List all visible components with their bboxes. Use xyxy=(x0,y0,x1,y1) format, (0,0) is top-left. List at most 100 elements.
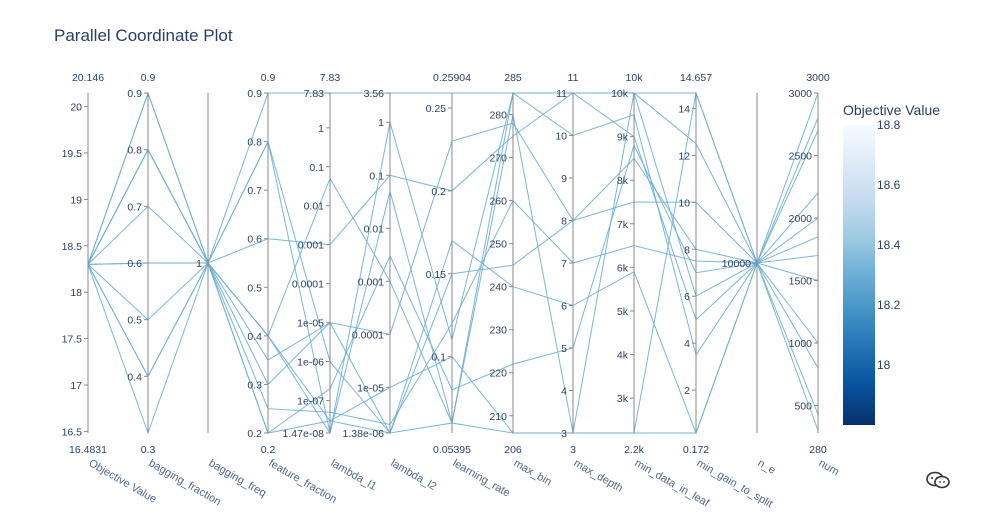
tick-label: 0.6 xyxy=(127,258,142,270)
tick-label: 10 xyxy=(555,131,567,143)
tick-label: 2000 xyxy=(789,213,813,225)
colorbar-gradient xyxy=(843,125,875,425)
axis-max-label: 285 xyxy=(504,72,522,84)
tick-label: 3.56 xyxy=(364,88,385,100)
tick-label: 0.0001 xyxy=(352,329,384,341)
tick-label: 220 xyxy=(489,368,507,380)
tick-label: 3 xyxy=(561,428,567,440)
axis-name: max_bin xyxy=(512,457,554,488)
colorbar-tick: 18.8 xyxy=(877,118,901,132)
tick-label: 7k xyxy=(617,219,629,231)
tick-label: 5 xyxy=(561,343,567,355)
tick-label: 1e-05 xyxy=(357,382,384,394)
tick-label: 0.001 xyxy=(298,240,324,252)
axis-max-label: 11 xyxy=(568,72,579,84)
tick-label: 0.2 xyxy=(431,186,446,198)
tick-label: 8 xyxy=(684,244,690,256)
wechat-icon xyxy=(926,471,950,489)
tick-label: 0.01 xyxy=(304,201,325,213)
record-line xyxy=(87,148,819,426)
tick-label: 0.7 xyxy=(247,185,262,197)
colorbar-tick: 18.4 xyxy=(877,238,901,252)
axis-min-label: 0.05395 xyxy=(433,444,471,456)
tick-label: 0.2 xyxy=(247,428,262,440)
axis-max-label: 0.9 xyxy=(261,72,276,84)
tick-label: 0.4 xyxy=(247,331,262,343)
axis-name: lambda_l1 xyxy=(329,457,379,493)
tick-label: 3k xyxy=(617,393,629,405)
tick-label: 8 xyxy=(561,216,567,228)
tick-label: 250 xyxy=(489,239,507,251)
tick-label: 16.5 xyxy=(62,426,83,438)
tick-label: 6k xyxy=(617,262,629,274)
tick-label: 17 xyxy=(70,380,82,392)
tick-label: 0.01 xyxy=(364,223,385,235)
tick-label: 19.5 xyxy=(62,148,83,160)
tick-label: 18.5 xyxy=(62,241,83,253)
tick-label: 1e-05 xyxy=(297,318,324,330)
tick-label: 210 xyxy=(489,411,507,423)
tick-label: 6 xyxy=(561,301,567,313)
tick-label: 3000 xyxy=(789,88,813,100)
colorbar-tick: 18.6 xyxy=(877,178,901,192)
tick-label: 0.7 xyxy=(127,201,142,213)
axis-max-label: 0.25904 xyxy=(433,72,471,84)
watermark xyxy=(925,470,951,490)
tick-label: 0.4 xyxy=(127,371,142,383)
tick-label: 14 xyxy=(678,103,690,115)
tick-label: 1 xyxy=(318,123,324,135)
tick-label: 19 xyxy=(70,194,82,206)
axis-min-label: 0.2 xyxy=(261,444,276,456)
axis-min-label: 0.172 xyxy=(683,444,709,456)
tick-label: 4k xyxy=(617,350,629,362)
chart-title: Parallel Coordinate Plot xyxy=(54,26,233,45)
tick-label: 9k xyxy=(617,132,629,144)
tick-label: 2500 xyxy=(789,151,813,163)
tick-label: 0.9 xyxy=(247,88,262,100)
axis-name: learning_rate xyxy=(451,457,513,500)
tick-label: 6 xyxy=(684,291,690,303)
tick-label: 1500 xyxy=(789,276,813,288)
tick-label: 20 xyxy=(70,102,82,114)
tick-label: 270 xyxy=(489,153,507,165)
axis-objective value[interactable]: 16.51717.51818.51919.52020.14616.4831Obj… xyxy=(62,72,159,506)
tick-label: 0.8 xyxy=(247,137,262,149)
tick-label: 0.8 xyxy=(127,145,142,157)
tick-label: 0.6 xyxy=(247,234,262,246)
axis-max-label: 20.146 xyxy=(72,72,104,84)
tick-label: 1.47e-08 xyxy=(283,428,325,440)
tick-label: 2 xyxy=(684,385,690,397)
axis-name: lambda_l2 xyxy=(389,457,439,493)
axis-min-label: 206 xyxy=(504,444,522,456)
tick-label: 18 xyxy=(70,287,82,299)
axis-max-label: 7.83 xyxy=(320,72,341,84)
tick-label: 11 xyxy=(556,88,567,100)
tick-label: 0.5 xyxy=(247,282,262,294)
colorbar-title: Objective Value xyxy=(843,102,940,118)
tick-label: 0.1 xyxy=(309,162,324,174)
axis-min-label: 280 xyxy=(809,444,827,456)
tick-label: 10000 xyxy=(722,258,751,270)
tick-label: 12 xyxy=(678,150,690,162)
axis-name: num xyxy=(817,457,842,478)
tick-label: 1000 xyxy=(789,338,813,350)
tick-label: 0.5 xyxy=(127,315,142,327)
tick-label: 7.83 xyxy=(304,88,325,100)
axis-name: feature_fraction xyxy=(267,457,339,506)
tick-label: 17.5 xyxy=(62,334,83,346)
tick-label: 280 xyxy=(489,110,507,122)
tick-label: 10 xyxy=(678,197,690,209)
axis-name: n_e xyxy=(756,457,778,477)
tick-label: 9 xyxy=(561,173,567,185)
tick-label: 0.001 xyxy=(358,276,384,288)
tick-label: 1e-06 xyxy=(297,357,324,369)
axis-min-label: 3 xyxy=(570,444,576,456)
colorbar-tick: 18.2 xyxy=(877,298,901,312)
axis-max-label: 14.657 xyxy=(680,72,712,84)
